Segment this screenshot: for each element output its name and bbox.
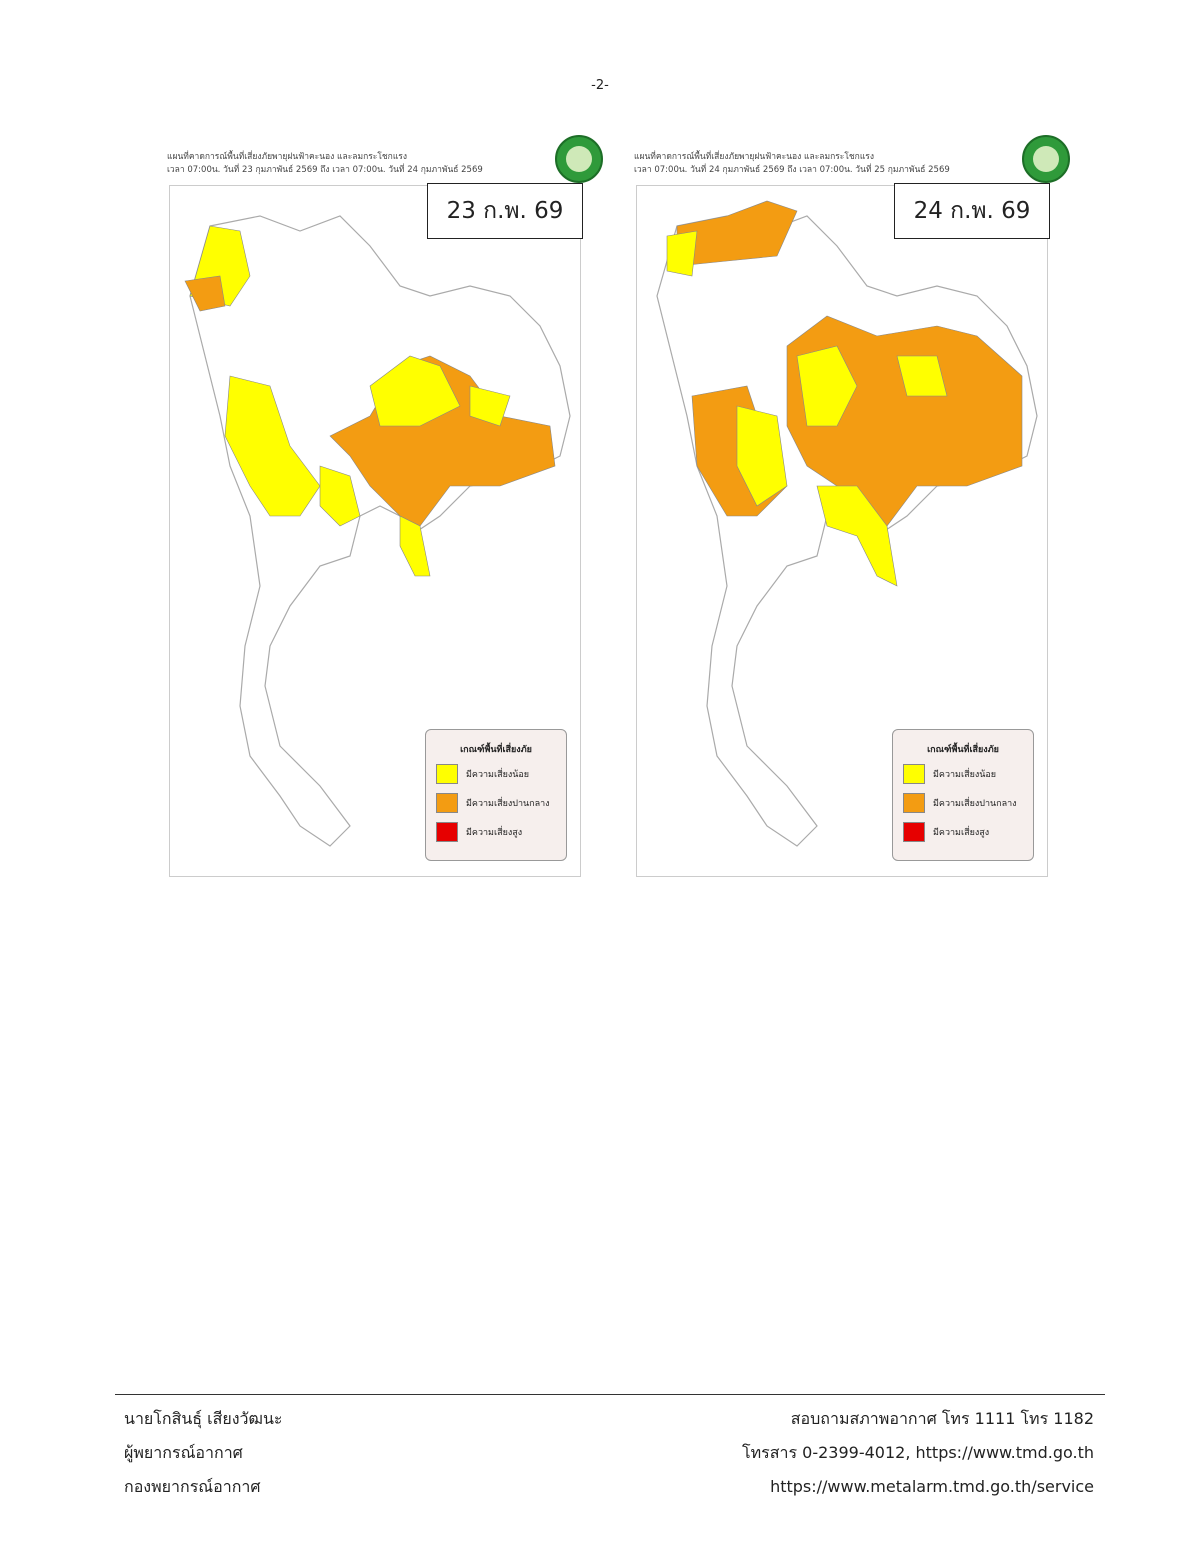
map-graphic bbox=[184, 215, 571, 847]
legend-label: มีความเสี่ยงน้อย bbox=[466, 770, 530, 780]
legend-item-high: มีความเสี่ยงสูง bbox=[436, 822, 566, 842]
forecast-map-panel-1: แผนที่คาดการณ์พื้นที่เสี่ยงภัยพายุฝนฟ้าค… bbox=[165, 135, 603, 877]
legend-swatch bbox=[903, 793, 925, 813]
legend-swatch bbox=[436, 793, 458, 813]
forecaster-title: ผู้พยากรณ์อากาศ bbox=[124, 1443, 243, 1462]
contact-service-link[interactable]: https://www.metalarm.tmd.go.th/service bbox=[770, 1477, 1094, 1496]
map-legend: เกณฑ์พื้นที่เสี่ยงภัย มีความเสี่ยงน้อย ม… bbox=[425, 729, 567, 861]
forecaster-name: นายโกสินธุ์ เสียงวัฒนะ bbox=[124, 1409, 283, 1428]
legend-label: มีความเสี่ยงสูง bbox=[466, 828, 523, 838]
thailand-risk-map-1 bbox=[169, 185, 581, 877]
tmd-logo bbox=[1022, 135, 1070, 183]
footer-left: นายโกสินธุ์ เสียงวัฒนะ ผู้พยากรณ์อากาศ ก… bbox=[124, 1402, 283, 1504]
map-header: แผนที่คาดการณ์พื้นที่เสี่ยงภัยพายุฝนฟ้าค… bbox=[634, 151, 950, 177]
legend-title: เกณฑ์พื้นที่เสี่ยงภัย bbox=[460, 745, 532, 755]
legend-label: มีความเสี่ยงน้อย bbox=[933, 770, 997, 780]
legend-item-low: มีความเสี่ยงน้อย bbox=[903, 764, 1033, 784]
footer-divider bbox=[115, 1394, 1105, 1395]
forecaster-division: กองพยากรณ์อากาศ bbox=[124, 1477, 261, 1496]
map-period: เวลา 07:00น. วันที่ 23 กุมภาพันธ์ 2569 ถ… bbox=[167, 165, 483, 175]
contact-fax-web[interactable]: โทรสาร 0-2399-4012, https://www.tmd.go.t… bbox=[742, 1443, 1094, 1462]
map-period: เวลา 07:00น. วันที่ 24 กุมภาพันธ์ 2569 ถ… bbox=[634, 165, 950, 175]
forecast-map-panel-2: แผนที่คาดการณ์พื้นที่เสี่ยงภัยพายุฝนฟ้าค… bbox=[632, 135, 1070, 877]
map-header: แผนที่คาดการณ์พื้นที่เสี่ยงภัยพายุฝนฟ้าค… bbox=[167, 151, 483, 177]
legend-swatch bbox=[903, 764, 925, 784]
map-legend: เกณฑ์พื้นที่เสี่ยงภัย มีความเสี่ยงน้อย ม… bbox=[892, 729, 1034, 861]
legend-item-medium: มีความเสี่ยงปานกลาง bbox=[436, 793, 566, 813]
map-title: แผนที่คาดการณ์พื้นที่เสี่ยงภัยพายุฝนฟ้าค… bbox=[634, 152, 875, 162]
legend-swatch bbox=[903, 822, 925, 842]
footer-right: สอบถามสภาพอากาศ โทร 1111 โทร 1182 โทรสาร… bbox=[742, 1402, 1094, 1504]
legend-swatch bbox=[436, 764, 458, 784]
legend-label: มีความเสี่ยงสูง bbox=[933, 828, 990, 838]
date-label: 23 ก.พ. 69 bbox=[427, 183, 583, 239]
page-number: -2- bbox=[591, 78, 609, 93]
legend-title: เกณฑ์พื้นที่เสี่ยงภัย bbox=[927, 745, 999, 755]
legend-swatch bbox=[436, 822, 458, 842]
map-graphic bbox=[656, 200, 1038, 847]
legend-item-low: มีความเสี่ยงน้อย bbox=[436, 764, 566, 784]
tmd-logo bbox=[555, 135, 603, 183]
date-label: 24 ก.พ. 69 bbox=[894, 183, 1050, 239]
legend-label: มีความเสี่ยงปานกลาง bbox=[933, 799, 1017, 809]
map-title: แผนที่คาดการณ์พื้นที่เสี่ยงภัยพายุฝนฟ้าค… bbox=[167, 152, 408, 162]
legend-item-medium: มีความเสี่ยงปานกลาง bbox=[903, 793, 1033, 813]
contact-phone: สอบถามสภาพอากาศ โทร 1111 โทร 1182 bbox=[790, 1409, 1094, 1428]
legend-label: มีความเสี่ยงปานกลาง bbox=[466, 799, 550, 809]
legend-item-high: มีความเสี่ยงสูง bbox=[903, 822, 1033, 842]
